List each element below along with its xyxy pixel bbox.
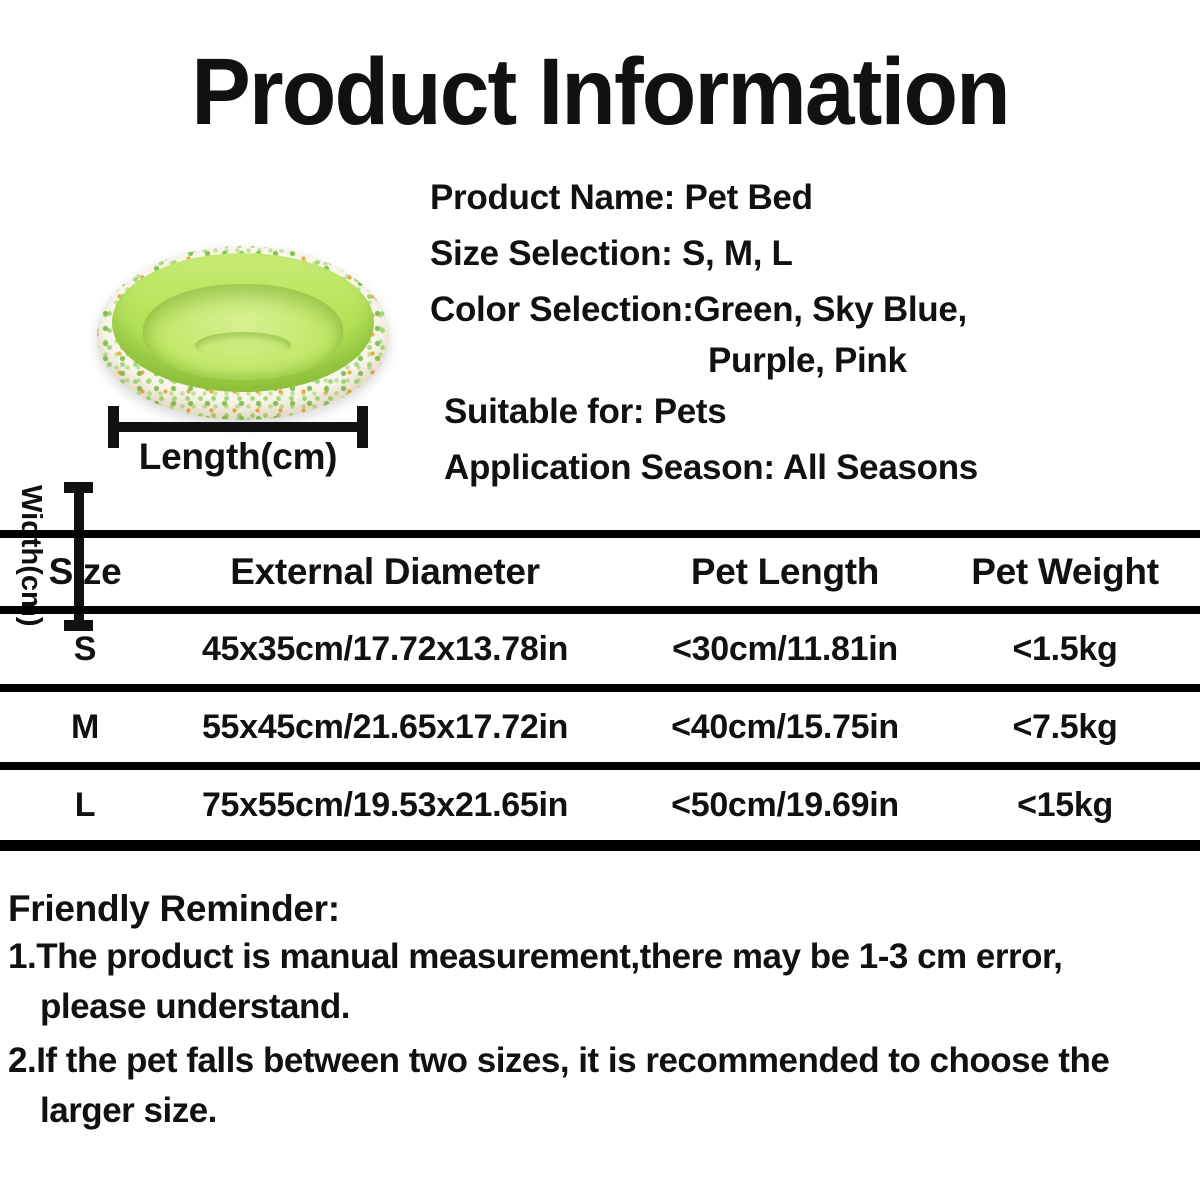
table-border: [0, 606, 1200, 614]
length-measure-bracket: [108, 406, 368, 448]
cell-pet-length: <30cm/11.81in: [672, 629, 898, 668]
width-dimension-label: Width(cm): [15, 485, 47, 627]
bed-cushion: [143, 284, 343, 380]
cell-pet-weight: <1.5kg: [1012, 629, 1118, 668]
bracket-stem: [108, 422, 368, 432]
product-details: Product Name: Pet Bed Size Selection: S,…: [430, 170, 1070, 496]
friendly-reminder-section: Friendly Reminder: 1.The product is manu…: [8, 886, 1200, 1136]
detail-color-selection: Color Selection:Green, Sky Blue,: [430, 290, 967, 329]
detail-product-name: Product Name: Pet Bed: [430, 178, 813, 217]
detail-color-selection-continued: Purple, Pink: [708, 341, 907, 380]
cell-pet-length: <50cm/19.69in: [671, 785, 899, 824]
cell-pet-weight: <15kg: [1017, 785, 1113, 824]
detail-size-selection: Size Selection: S, M, L: [430, 234, 793, 273]
table-border-bottom: [0, 840, 1200, 851]
table-row-l: L 75x55cm/19.53x21.65in <50cm/19.69in <1…: [0, 770, 1200, 840]
width-measure-bracket: [64, 482, 93, 631]
cell-external-diameter: 55x45cm/21.65x17.72in: [201, 707, 569, 746]
bracket-cap: [64, 620, 93, 631]
header-size: Size: [48, 551, 122, 592]
cell-size: M: [70, 707, 100, 746]
reminder-line-1: 1.The product is manual measurement,ther…: [8, 937, 1063, 976]
cell-external-diameter: 45x35cm/17.72x13.78in: [201, 629, 569, 668]
cell-size: L: [74, 785, 96, 824]
table-border: [0, 684, 1200, 692]
table-border-top: [0, 530, 1200, 538]
size-table: Size External Diameter Pet Length Pet We…: [0, 530, 1200, 851]
cell-size: S: [73, 629, 97, 668]
detail-suitable-for: Suitable for: Pets: [444, 392, 727, 431]
table-border: [0, 762, 1200, 770]
header-pet-length: Pet Length: [690, 551, 880, 592]
header-pet-weight: Pet Weight: [971, 551, 1159, 592]
detail-application-season: Application Season: All Seasons: [444, 448, 978, 487]
table-row-s: S 45x35cm/17.72x13.78in <30cm/11.81in <1…: [0, 614, 1200, 684]
table-header-row: Size External Diameter Pet Length Pet We…: [0, 538, 1200, 606]
pet-bed-image: [97, 246, 389, 420]
cell-pet-length: <40cm/15.75in: [671, 707, 899, 746]
page-title: Product Information: [191, 39, 1010, 145]
header-external-diameter: External Diameter: [230, 551, 540, 592]
table-row-m: M 55x45cm/21.65x17.72in <40cm/15.75in <7…: [0, 692, 1200, 762]
bracket-stem: [73, 482, 84, 631]
cell-external-diameter: 75x55cm/19.53x21.65in: [201, 785, 569, 824]
reminder-line-1-continued: please understand.: [40, 987, 350, 1026]
bracket-cap: [357, 406, 368, 448]
cell-pet-weight: <7.5kg: [1012, 707, 1118, 746]
reminder-line-2: 2.If the pet falls between two sizes, it…: [8, 1041, 1110, 1080]
product-figure: Width(cm) Length(cm): [0, 230, 420, 631]
reminder-line-2-continued: larger size.: [40, 1091, 217, 1130]
length-dimension-label: Length(cm): [138, 436, 338, 477]
reminder-heading: Friendly Reminder:: [8, 888, 340, 929]
